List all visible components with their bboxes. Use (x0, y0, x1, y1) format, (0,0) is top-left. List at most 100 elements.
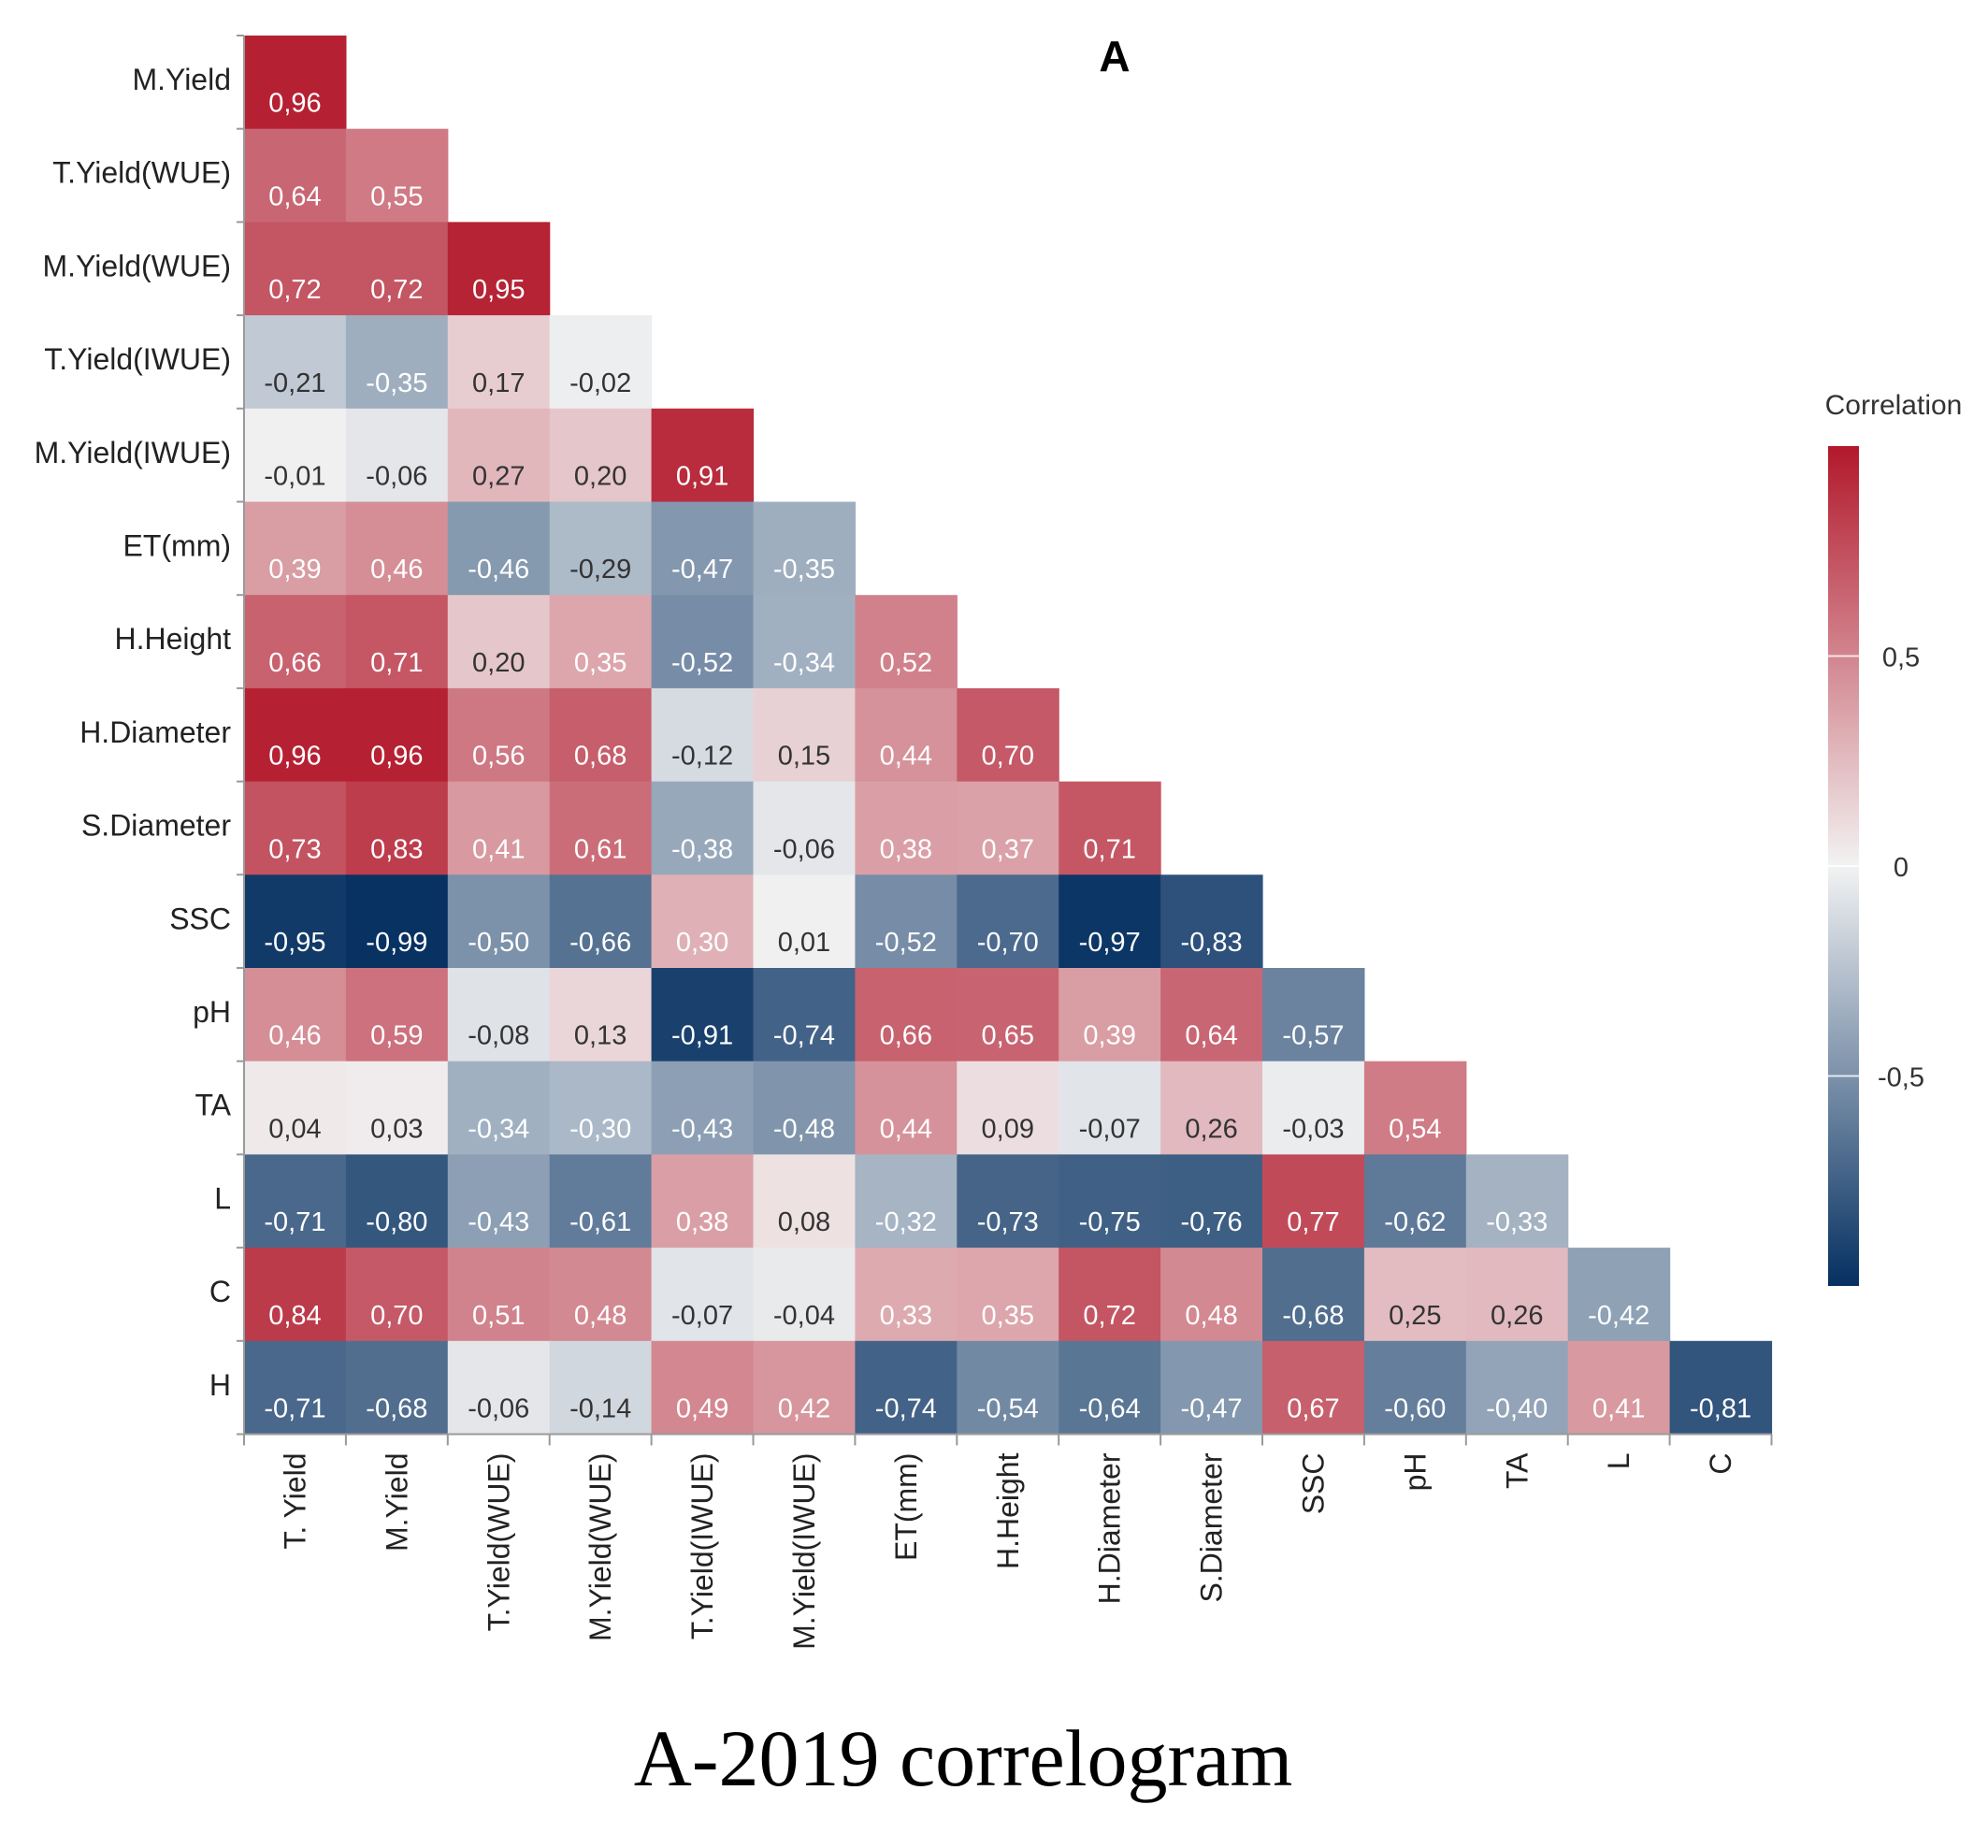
cell-value-label: -0,35 (773, 555, 835, 585)
cell-value-label: -0,70 (977, 928, 1039, 958)
legend-tick-label: -0,5 (1878, 1063, 1924, 1093)
cell-value-label: 0,68 (574, 742, 627, 772)
cell-value-label: 0,42 (778, 1394, 830, 1424)
heatmap-cell (345, 501, 449, 596)
heatmap-cell (1059, 874, 1161, 969)
cell-value-label: -0,35 (366, 368, 427, 398)
heatmap-cell (447, 222, 551, 316)
heatmap-cell (244, 874, 347, 969)
heatmap-cell (753, 687, 856, 783)
heatmap-cell (345, 1154, 449, 1249)
heatmap-cell (447, 501, 551, 596)
cell-value-label: 0,49 (676, 1394, 728, 1424)
cell-value-label: -0,02 (569, 368, 631, 398)
heatmap-cell (957, 781, 1059, 875)
cell-value-label: 0,39 (1083, 1021, 1135, 1051)
y-axis-label: L (214, 1181, 231, 1215)
cell-value-label: 0,41 (1592, 1394, 1645, 1424)
cell-value-label: -0,43 (671, 1114, 733, 1144)
cell-value-label: 0,38 (676, 1207, 728, 1237)
y-axis-label: C (209, 1275, 231, 1308)
cell-value-label: -0,38 (671, 834, 733, 864)
heatmap-cell (1160, 1340, 1263, 1436)
cell-value-label: 0,73 (268, 834, 321, 864)
figure-caption: A-2019 correlogram (633, 1713, 1293, 1803)
cell-value-label: -0,06 (773, 834, 835, 864)
y-axis-label: pH (193, 995, 231, 1029)
heatmap-cell (1465, 1154, 1569, 1249)
heatmap-cell (651, 968, 755, 1062)
cell-value-label: 0,35 (574, 648, 627, 678)
cell-value-label: 0,03 (370, 1114, 423, 1144)
cell-value-label: -0,97 (1079, 928, 1141, 958)
heatmap-cell (855, 1154, 958, 1249)
heatmap-cell (447, 968, 551, 1062)
cell-value-label: 0,20 (574, 462, 627, 492)
x-axis-label: ET(mm) (889, 1453, 923, 1562)
cell-value-label: -0,71 (264, 1207, 325, 1237)
y-axis-label: T.Yield(IWUE) (44, 342, 231, 376)
x-axis-label: M.Yield(IWUE) (787, 1453, 821, 1650)
heatmap-cell (855, 1061, 958, 1155)
cell-value-label: -0,08 (468, 1021, 529, 1051)
cell-value-label: -0,74 (773, 1021, 835, 1051)
x-axis-label: H.Diameter (1093, 1452, 1127, 1604)
cell-value-label: -0,43 (468, 1207, 529, 1237)
cell-value-label: 0,30 (676, 928, 728, 958)
y-axis-label: H (209, 1368, 231, 1402)
heatmap-cell (957, 1061, 1059, 1155)
cell-value-label: 0,70 (370, 1301, 423, 1331)
heatmap-cell (345, 687, 449, 783)
heatmap-cell (1059, 1248, 1161, 1342)
heatmap-cell (957, 1154, 1059, 1249)
cell-value-label: 0,96 (370, 742, 423, 772)
cell-value-label: 0,48 (574, 1301, 627, 1331)
cell-value-label: -0,80 (366, 1207, 427, 1237)
heatmap-cell (244, 1340, 347, 1436)
heatmap-cell (1465, 1248, 1569, 1342)
cell-value-label: 0,83 (370, 834, 423, 864)
cell-value-label: -0,42 (1588, 1301, 1649, 1331)
heatmap-cell (651, 1248, 755, 1342)
cell-value-label: 0,51 (472, 1301, 525, 1331)
heatmap-cell (1160, 1248, 1263, 1342)
heatmap-cell (345, 222, 449, 316)
cell-value-label: -0,46 (468, 555, 529, 585)
heatmap-cell (244, 501, 347, 596)
cell-value-label: -0,06 (366, 462, 427, 492)
heatmap-cell (345, 781, 449, 875)
cell-value-label: 0,71 (1083, 834, 1135, 864)
y-axis-label: M.Yield(WUE) (43, 249, 231, 282)
y-axis-label: S.Diameter (81, 809, 231, 843)
cell-value-label: -0,81 (1690, 1394, 1751, 1424)
cell-value-label: -0,21 (264, 368, 325, 398)
cell-value-label: 0,66 (268, 648, 321, 678)
heatmap-cell (549, 874, 653, 969)
heatmap-cell (651, 595, 755, 689)
cell-value-label: 0,08 (778, 1207, 830, 1237)
cell-value-label: 0,52 (880, 648, 932, 678)
heatmap-cell (855, 1248, 958, 1342)
cell-value-label: -0,12 (671, 742, 733, 772)
cell-value-label: 0,70 (982, 742, 1034, 772)
cell-value-label: 0,72 (370, 275, 423, 305)
heatmap-cell (244, 315, 347, 410)
cell-value-label: 0,91 (676, 462, 728, 492)
heatmap-cell (1262, 968, 1365, 1062)
cell-value-label: 0,95 (472, 275, 525, 305)
cell-value-label: 0,64 (268, 181, 321, 211)
heatmap-cell (345, 874, 449, 969)
cell-value-label: 0,46 (268, 1021, 321, 1051)
cell-value-label: -0,75 (1079, 1207, 1141, 1237)
heatmap-cell (1059, 1061, 1161, 1155)
heatmap-cell (345, 1340, 449, 1436)
x-axis-label: M.Yield(WUE) (583, 1453, 617, 1641)
cell-value-label: -0,52 (875, 928, 937, 958)
heatmap-cell (345, 968, 449, 1062)
heatmap-cell (1465, 1340, 1569, 1436)
heatmap-cell (1262, 1061, 1365, 1155)
heatmap-cell (549, 1248, 653, 1342)
cell-value-label: -0,47 (671, 555, 733, 585)
heatmap-cell (957, 874, 1059, 969)
heatmap-cell (447, 874, 551, 969)
